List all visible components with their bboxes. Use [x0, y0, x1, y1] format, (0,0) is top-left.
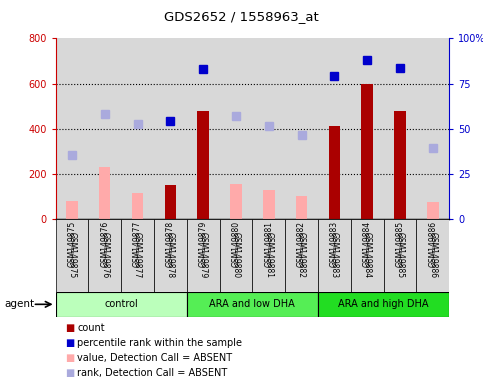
Bar: [121, 219, 154, 292]
Bar: [187, 219, 220, 292]
Bar: [318, 219, 351, 292]
Bar: [361, 84, 373, 219]
Bar: [154, 219, 187, 292]
Text: ■: ■: [65, 368, 75, 378]
Bar: [99, 167, 111, 219]
Text: GDS2652 / 1558963_at: GDS2652 / 1558963_at: [164, 10, 319, 23]
Bar: [296, 196, 307, 219]
Bar: [198, 111, 209, 219]
Bar: [394, 111, 406, 219]
Text: GSM149882: GSM149882: [297, 232, 306, 278]
Bar: [252, 219, 285, 292]
Text: GSM149883: GSM149883: [330, 221, 339, 267]
Text: ■: ■: [65, 323, 75, 333]
Text: GSM149884: GSM149884: [363, 232, 372, 278]
Text: ARA and high DHA: ARA and high DHA: [338, 299, 429, 310]
Text: ARA and low DHA: ARA and low DHA: [210, 299, 295, 310]
Text: GSM149882: GSM149882: [297, 221, 306, 267]
Text: GSM149886: GSM149886: [428, 221, 437, 267]
Text: GSM149885: GSM149885: [396, 221, 404, 267]
Text: ■: ■: [65, 353, 75, 363]
Bar: [416, 219, 449, 292]
Text: agent: agent: [5, 299, 35, 310]
Bar: [56, 292, 187, 317]
Text: GSM149880: GSM149880: [231, 221, 241, 267]
Bar: [66, 201, 78, 219]
Bar: [132, 193, 143, 219]
Text: rank, Detection Call = ABSENT: rank, Detection Call = ABSENT: [77, 368, 227, 378]
Text: GSM149886: GSM149886: [428, 232, 437, 278]
Text: count: count: [77, 323, 105, 333]
Text: GSM149881: GSM149881: [264, 232, 273, 278]
Bar: [230, 184, 242, 219]
Bar: [427, 202, 439, 219]
Text: GSM149878: GSM149878: [166, 221, 175, 267]
Text: control: control: [104, 299, 138, 310]
Text: percentile rank within the sample: percentile rank within the sample: [77, 338, 242, 348]
Bar: [351, 219, 384, 292]
Text: GSM149875: GSM149875: [68, 232, 76, 278]
Bar: [187, 292, 318, 317]
Text: GSM149877: GSM149877: [133, 232, 142, 278]
Text: GSM149879: GSM149879: [199, 232, 208, 278]
Text: GSM149883: GSM149883: [330, 232, 339, 278]
Text: GSM149876: GSM149876: [100, 232, 109, 278]
Bar: [165, 185, 176, 219]
Text: GSM149879: GSM149879: [199, 221, 208, 267]
Text: GSM149881: GSM149881: [264, 221, 273, 267]
Text: GSM149885: GSM149885: [396, 232, 404, 278]
Text: value, Detection Call = ABSENT: value, Detection Call = ABSENT: [77, 353, 232, 363]
Text: GSM149880: GSM149880: [231, 232, 241, 278]
Bar: [56, 219, 88, 292]
Bar: [318, 292, 449, 317]
Bar: [88, 219, 121, 292]
Bar: [285, 219, 318, 292]
Text: GSM149875: GSM149875: [68, 221, 76, 267]
Text: ■: ■: [65, 338, 75, 348]
Bar: [384, 219, 416, 292]
Text: GSM149884: GSM149884: [363, 221, 372, 267]
Bar: [220, 219, 252, 292]
Bar: [263, 190, 274, 219]
Text: GSM149876: GSM149876: [100, 221, 109, 267]
Text: GSM149877: GSM149877: [133, 221, 142, 267]
Bar: [328, 126, 340, 219]
Text: GSM149878: GSM149878: [166, 232, 175, 278]
